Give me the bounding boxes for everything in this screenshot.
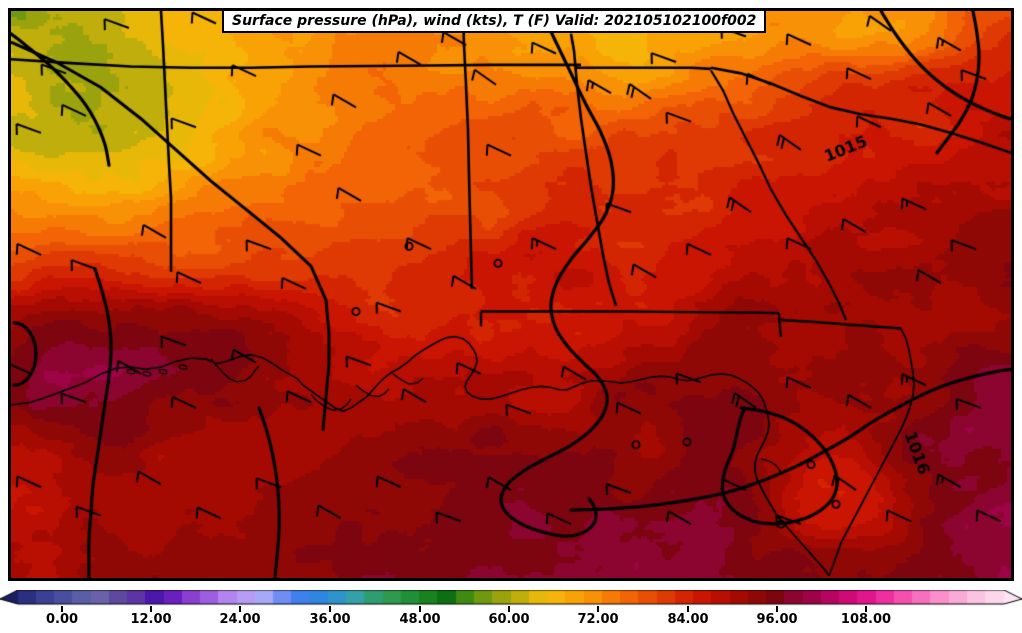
colorbar-tick-mark (508, 606, 510, 612)
colorbar-tick-mark (150, 606, 152, 612)
colorbar-tick-label: 24.00 (219, 612, 261, 627)
temperature-contour-map (11, 11, 1011, 578)
colorbar-tick-mark (419, 606, 421, 612)
colorbar-tick-mark (239, 606, 241, 612)
colorbar-tick-label: 12.00 (130, 612, 172, 627)
colorbar-tick-label: 96.00 (756, 612, 798, 627)
map-title-text: Surface pressure (hPa), wind (kts), T (F… (232, 13, 757, 29)
colorbar-tick-mark (865, 606, 867, 612)
map-plot-area[interactable] (8, 8, 1014, 581)
colorbar-tick-label: 36.00 (309, 612, 351, 627)
colorbar-tick-mark (597, 606, 599, 612)
colorbar-tick-mark (687, 606, 689, 612)
colorbar-tick-label: 108.00 (840, 612, 892, 627)
colorbar-tick-label: 60.00 (488, 612, 530, 627)
colorbar-tick-label: 48.00 (399, 612, 441, 627)
colorbar-tick-mark (61, 606, 63, 612)
colorbar-tick-label: 72.00 (577, 612, 619, 627)
colorbar-tick-mark (329, 606, 331, 612)
map-title-box: Surface pressure (hPa), wind (kts), T (F… (222, 9, 767, 33)
colorbar[interactable]: 0.00 12.00 24.00 36.00 48.00 60.00 72.00 84.00 9… (0, 590, 1022, 633)
colorbar-gradient (0, 590, 1022, 610)
colorbar-tick-mark (776, 606, 778, 612)
colorbar-tick-label: 0.00 (45, 612, 79, 627)
colorbar-tick-label: 84.00 (667, 612, 709, 627)
